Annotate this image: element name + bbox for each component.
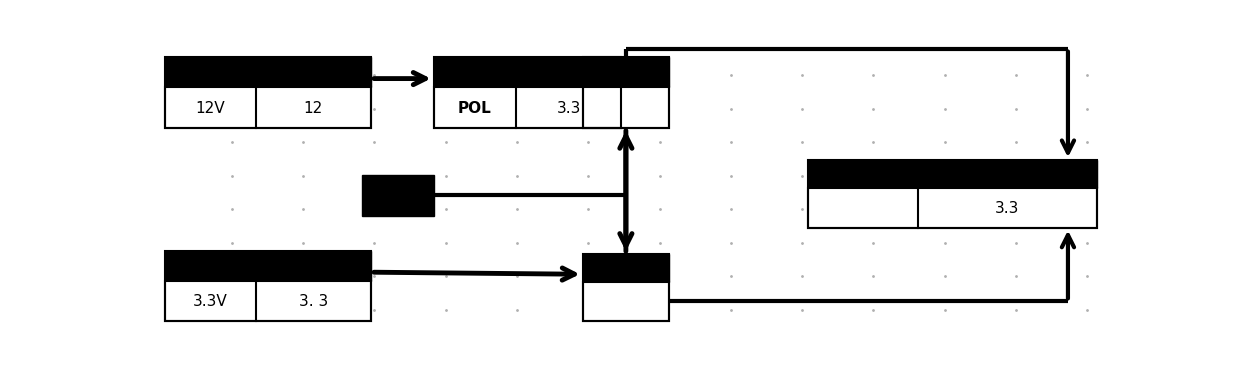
Bar [165,58,371,87]
Bar [583,254,670,282]
Bar [808,189,1096,227]
Bar [165,87,371,128]
Text: 12: 12 [304,101,322,116]
Bar [583,58,670,128]
Text: 12V: 12V [195,101,224,116]
Bar [808,160,1096,189]
Text: 3. 3: 3. 3 [299,294,329,309]
Bar [434,58,621,87]
Bar [362,175,434,216]
Bar [583,58,670,87]
Bar [583,254,670,322]
Bar [434,87,621,128]
Bar [165,251,371,281]
Bar [434,58,621,128]
Bar [808,160,1096,227]
Bar [583,87,670,128]
Text: 3.3V: 3.3V [192,294,227,309]
Bar [165,58,371,128]
Text: POL: POL [458,101,492,116]
Bar [583,282,670,322]
Text: 3.3: 3.3 [557,101,580,116]
Text: 3.3: 3.3 [996,201,1019,216]
Bar [165,281,371,322]
Bar [165,251,371,322]
